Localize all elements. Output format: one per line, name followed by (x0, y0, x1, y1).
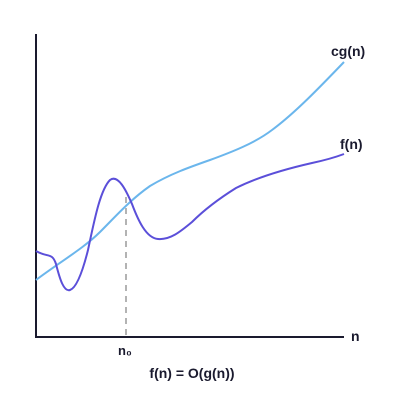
x-axis-label: n (351, 328, 360, 344)
figure-caption: f(n) = O(g(n)) (149, 365, 234, 381)
curve-f (35, 153, 345, 292)
curve-f-label: f(n) (340, 136, 363, 152)
threshold-label: n₀ (118, 343, 132, 358)
curve-cg (35, 61, 345, 281)
curve-cg-label: cg(n) (331, 43, 365, 59)
